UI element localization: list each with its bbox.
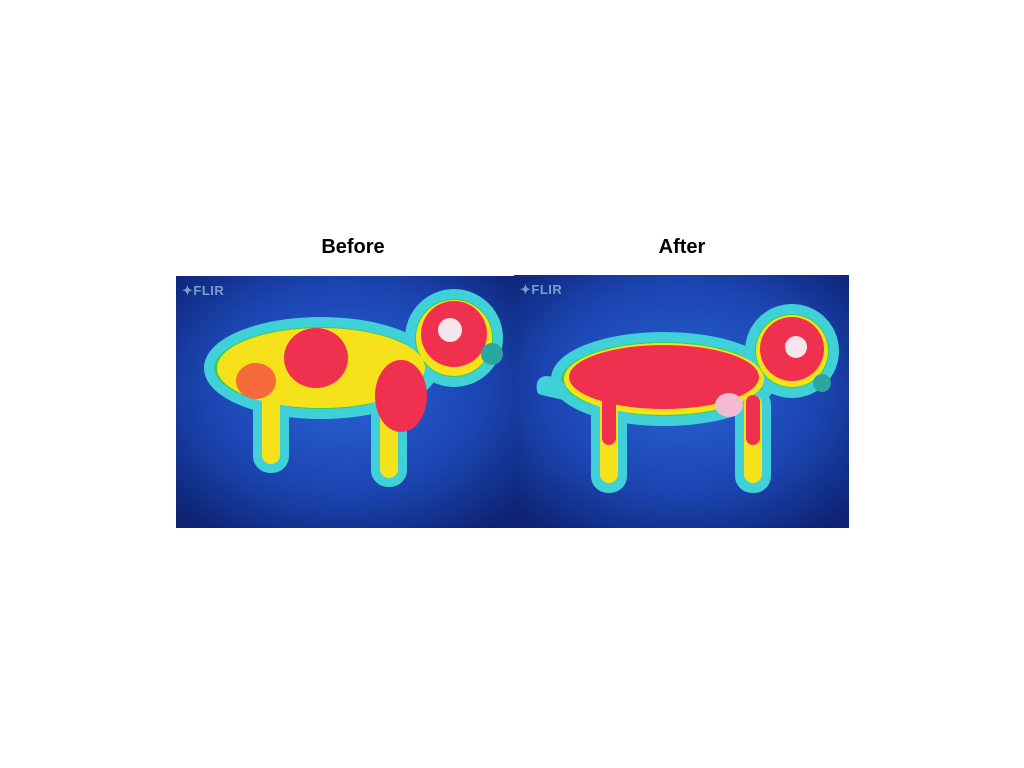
after-title: After — [658, 236, 706, 258]
flir-logo: ✦FLIR — [182, 283, 225, 298]
before-dog-thermal — [176, 276, 514, 528]
after-dog-thermal — [514, 275, 849, 528]
before-thermal-image: ✦FLIR — [176, 276, 514, 528]
after-thermal-image: ✦FLIR — [514, 275, 849, 528]
before-title: Before — [321, 236, 385, 258]
flir-logo: ✦FLIR — [520, 282, 563, 297]
